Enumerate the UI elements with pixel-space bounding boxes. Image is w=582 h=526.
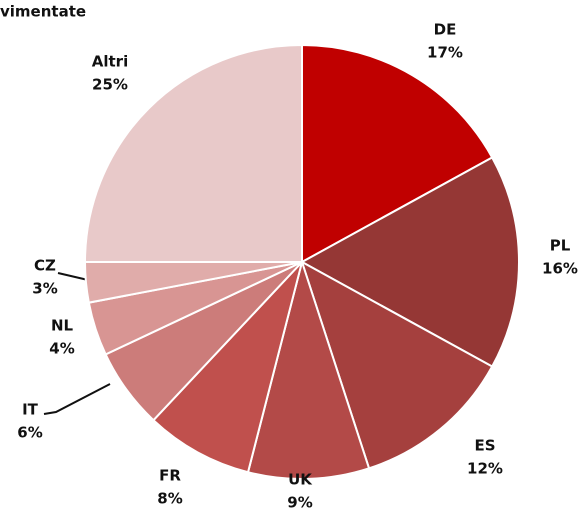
slice-label: ES [474,437,495,455]
slice-label: CZ [34,257,56,275]
slice-label: DE [434,21,457,39]
slice-value-label: 4% [49,340,74,358]
slice-value-label: 12% [467,460,503,478]
pie-slice [301,43,494,264]
slice-label: NL [51,317,74,335]
slice-label: IT [22,401,39,419]
pie-slice [83,43,303,263]
slice-value-label: 9% [287,494,312,512]
pie-slice [246,258,371,480]
slice-value-label: 3% [32,280,57,298]
slice-label: UK [288,471,313,489]
pie-slice [299,156,521,368]
leader-line [57,272,89,281]
leader-line [43,383,111,415]
slice-value-label: 6% [17,424,42,442]
slice-value-label: 8% [157,490,182,508]
pie-slice [152,261,303,474]
chart-subtitle: vimentate [0,3,86,21]
slice-label: Altri [92,53,128,71]
slice-value-label: 16% [542,260,578,278]
slice-label: PL [550,237,571,255]
pie-slice [300,259,494,470]
slice-value-label: 17% [427,44,463,62]
slice-value-label: 25% [92,76,128,94]
slice-label: FR [159,467,181,485]
